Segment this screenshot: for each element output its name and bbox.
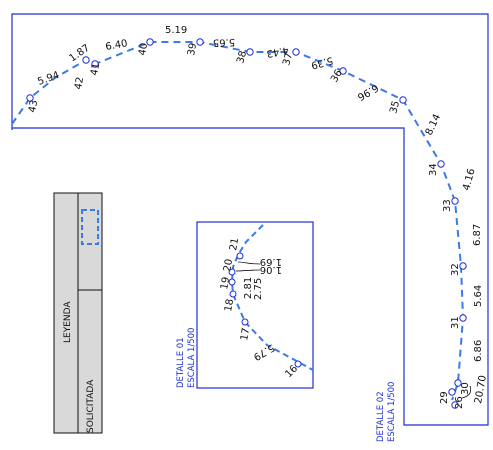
survey-point-43 <box>26 94 34 102</box>
segment-distance: 6.40 <box>105 38 129 53</box>
point-label: 40 <box>137 42 150 56</box>
detail-02-title: DETALLE 02 <box>376 391 386 442</box>
segment-distance: 5.94 <box>36 70 61 88</box>
point-label: 30 <box>460 382 471 395</box>
point-label: 34 <box>428 163 439 176</box>
detail-point-label: 20 <box>222 258 235 272</box>
detail-01-frame <box>196 221 314 389</box>
survey-point-37 <box>292 48 300 56</box>
survey-point-34 <box>437 160 445 168</box>
end-distance: 20.70 <box>473 374 489 404</box>
detail-01-scale: ESCALA 1/500 <box>187 328 197 388</box>
detail-point-19 <box>228 278 236 286</box>
point-label: 32 <box>450 263 461 276</box>
survey-point-26 <box>451 401 459 409</box>
detail-point-label: 21 <box>228 237 241 251</box>
point-label: 42 <box>73 76 86 90</box>
point-label: 35 <box>388 100 402 115</box>
survey-point-41 <box>91 60 99 68</box>
point-label: 31 <box>450 316 461 329</box>
legend-title: LEYENDA <box>63 301 73 343</box>
survey-point-40 <box>146 38 154 46</box>
point-label: 39 <box>186 42 199 56</box>
point-label: 29 <box>439 391 450 404</box>
survey-point-36 <box>339 67 347 75</box>
detail-callout: 1.69 <box>260 256 282 267</box>
segment-distance: 5.19 <box>165 25 187 36</box>
detail-distance: 2.75 <box>253 278 264 300</box>
detail-point-16 <box>294 360 302 368</box>
segment-distance: 4.43 <box>266 44 290 59</box>
detail-01-title: DETALLE 01 <box>176 337 186 388</box>
segment-distance: 5.39 <box>310 54 334 70</box>
detail-point-label: 19 <box>219 276 232 290</box>
parcel-boundary <box>11 13 489 426</box>
segment-distance: 5.65 <box>213 36 236 48</box>
segment-distance: 5.64 <box>473 285 484 307</box>
survey-point-31 <box>459 314 467 322</box>
segment-distance: 6.96 <box>355 81 380 102</box>
survey-point-29 <box>448 388 456 396</box>
detail-01-alignment <box>230 224 314 371</box>
detail-point-label: 17 <box>239 327 252 341</box>
segment-distance: 6.87 <box>472 224 483 246</box>
segment-distance: 4.16 <box>461 167 477 191</box>
survey-point-39 <box>196 38 204 46</box>
segment-distance: 8.14 <box>424 112 443 137</box>
survey-point-38 <box>246 48 254 56</box>
survey-point-35 <box>399 96 407 104</box>
detail-point-label: 18 <box>223 298 236 312</box>
point-label: 43 <box>27 99 40 113</box>
detail-02-scale: ESCALA 1/500 <box>387 382 397 442</box>
detail-point-20 <box>228 268 236 276</box>
legend-solicited-swatch <box>81 209 99 245</box>
point-label: 38 <box>235 50 249 65</box>
callout-leader <box>237 261 261 265</box>
detail-point-21 <box>236 252 244 260</box>
survey-point-32 <box>459 262 467 270</box>
detail-point-18 <box>229 290 237 298</box>
point-label: 41 <box>89 62 102 76</box>
survey-point-42 <box>82 56 90 64</box>
survey-point-33 <box>451 197 459 205</box>
callout-leader <box>235 269 261 272</box>
detail-point-17 <box>241 318 249 326</box>
point-label: 33 <box>442 199 453 212</box>
legend-item-solicited: SOLICITADA <box>86 379 96 433</box>
detail-distance: 5.79 <box>251 341 276 362</box>
legend: LEYENDA SOLICITADA <box>53 192 103 434</box>
segment-distance: 6.86 <box>473 340 484 362</box>
point-label: 37 <box>281 52 295 67</box>
point-label: 26 <box>454 396 465 409</box>
survey-point-30 <box>454 379 462 387</box>
detail-distance: 2.81 <box>243 277 254 299</box>
end-distance-leader <box>461 385 472 399</box>
detail-callout: 1.06 <box>260 264 282 275</box>
